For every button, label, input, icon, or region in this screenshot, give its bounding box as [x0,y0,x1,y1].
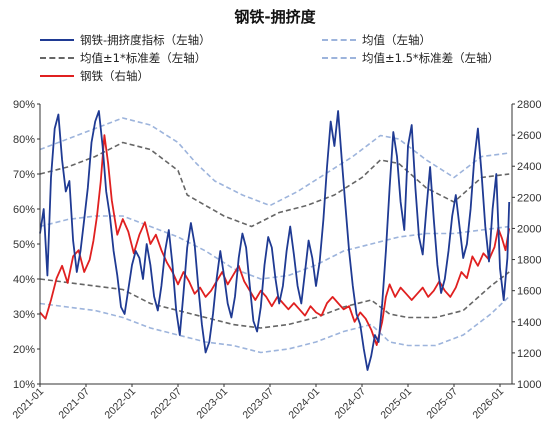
legend-label: 钢铁-拥挤度指标（左轴） [80,33,211,47]
left-tick-label: 30% [13,309,35,321]
right-tick-label: 2800 [517,99,541,111]
x-tick-label: 2022-07 [148,386,184,422]
left-tick-label: 60% [13,204,35,216]
series-line [39,141,510,228]
right-tick-label: 2000 [517,223,541,235]
right-tick-label: 1600 [517,286,541,298]
legend-swatch [40,75,74,77]
right-tick-label: 1200 [517,348,541,360]
legend-label: 均值±1.5*标准差（左轴） [362,51,500,65]
legend-label: 均值（左轴） [362,33,431,47]
legend-swatch [322,57,356,59]
left-tick-label: 80% [13,134,35,146]
legend-item: 均值±1.5*标准差（左轴） [322,50,499,66]
x-tick-label: 2025-07 [424,386,460,422]
right-tick-label: 1400 [517,317,541,329]
legend-item: 均值（左轴） [322,32,431,48]
x-tick-label: 2024-01 [286,386,322,422]
chart-legend: 钢铁-拥挤度指标（左轴） 均值（左轴） 均值±1*标准差（左轴） 均值±1.5*… [40,32,520,102]
x-tick-label: 2023-07 [240,386,276,422]
right-tick-label: 2400 [517,161,541,173]
legend-label: 钢铁（右轴） [80,69,149,83]
left-tick-label: 70% [13,169,35,181]
legend-item: 钢铁（右轴） [40,68,149,84]
right-tick-label: 2200 [517,192,541,204]
right-tick-label: 2600 [517,130,541,142]
series-line [39,110,511,371]
legend-swatch [40,39,74,41]
chart-title: 钢铁-拥挤度 [234,8,316,26]
series-line [39,134,511,346]
left-tick-label: 50% [13,239,35,251]
x-tick-label: 2022-01 [102,386,138,422]
x-tick-label: 2026-01 [470,386,506,422]
legend-swatch [40,57,74,59]
x-tick-label: 2025-01 [378,386,414,422]
series-line [39,271,510,329]
legend-swatch [322,39,356,41]
legend-label: 均值±1*标准差（左轴） [80,51,207,65]
right-tick-label: 1000 [517,379,541,391]
left-tick-label: 40% [13,274,35,286]
plot-area [39,110,511,371]
left-tick-label: 20% [13,344,35,356]
left-tick-label: 10% [13,379,35,391]
right-tick-label: 1800 [517,255,541,267]
x-tick-label: 2023-01 [194,386,230,422]
legend-item: 钢铁-拥挤度指标（左轴） [40,32,211,48]
left-tick-label: 90% [13,99,35,111]
x-tick-label: 2024-07 [332,386,368,422]
series-line [39,117,510,207]
series-line [39,295,510,354]
x-tick-label: 2021-07 [56,386,92,422]
legend-item: 均值±1*标准差（左轴） [40,50,206,66]
